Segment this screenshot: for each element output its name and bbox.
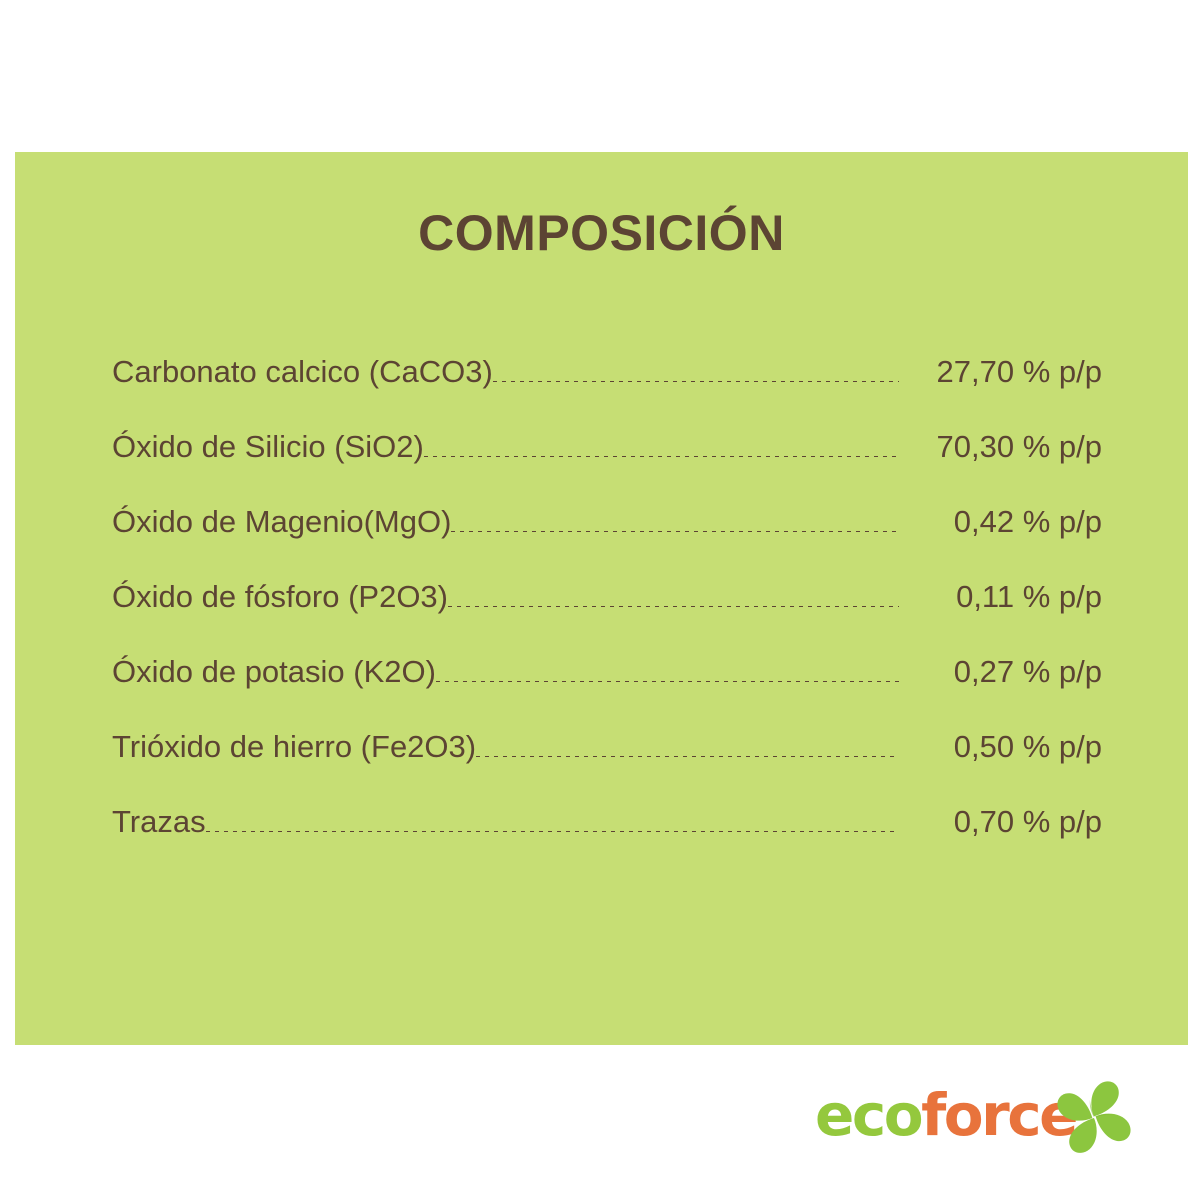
dot-leader xyxy=(476,756,899,757)
ingredient-value: 27,70 % p/p xyxy=(936,354,1102,389)
ingredient-label: Óxido de Silicio (SiO2) xyxy=(112,429,424,464)
ingredient-value: 70,30 % p/p xyxy=(936,429,1102,464)
ingredient-label: Carbonato calcico (CaCO3) xyxy=(112,354,493,389)
dot-leader xyxy=(448,606,899,607)
ingredient-label: Trazas xyxy=(112,804,206,839)
ingredient-value: 0,11 % p/p xyxy=(956,579,1102,614)
list-item: Óxido de fósforo (P2O3) 0,11 % p/p xyxy=(112,579,1102,654)
dot-leader xyxy=(205,831,899,832)
dot-leader xyxy=(423,456,899,457)
logo-text-force: force xyxy=(921,1081,1078,1149)
page-title: COMPOSICIÓN xyxy=(418,205,785,261)
list-item: Carbonato calcico (CaCO3) 27,70 % p/p xyxy=(112,354,1102,429)
dot-leader xyxy=(492,381,899,382)
list-item: Óxido de Magenio(MgO) 0,42 % p/p xyxy=(112,504,1102,579)
list-item: Óxido de Silicio (SiO2) 70,30 % p/p xyxy=(112,429,1102,504)
ingredient-value: 0,42 % p/p xyxy=(953,504,1102,539)
ingredient-label: Óxido de Magenio(MgO) xyxy=(112,504,452,539)
list-item: Trióxido de hierro (Fe2O3) 0,50 % p/p xyxy=(112,729,1102,804)
dot-leader xyxy=(435,681,899,682)
ingredient-value: 0,50 % p/p xyxy=(953,729,1102,764)
composition-card: COMPOSICIÓN Carbonato calcico (CaCO3) 27… xyxy=(15,152,1188,1153)
composition-list: Carbonato calcico (CaCO3) 27,70 % p/p Óx… xyxy=(112,354,1102,879)
ingredient-value: 0,70 % p/p xyxy=(953,804,1102,839)
list-item: Trazas 0,70 % p/p xyxy=(112,804,1102,879)
logo-text-eco: eco xyxy=(815,1081,924,1149)
list-item: Óxido de potasio (K2O) 0,27 % p/p xyxy=(112,654,1102,729)
ingredient-value: 0,27 % p/p xyxy=(953,654,1102,689)
logo-wordmark: ecoforce xyxy=(815,1085,1078,1145)
ecoforce-logo: ecoforce xyxy=(815,1077,1145,1162)
dot-leader xyxy=(451,531,899,532)
ingredient-label: Óxido de potasio (K2O) xyxy=(112,654,436,689)
four-leaf-clover-icon xyxy=(1057,1081,1131,1153)
ingredient-label: Trióxido de hierro (Fe2O3) xyxy=(112,729,477,764)
ingredient-label: Óxido de fósforo (P2O3) xyxy=(112,579,448,614)
